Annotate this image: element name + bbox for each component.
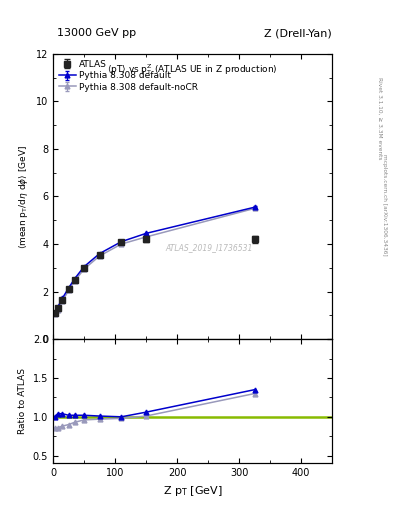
Text: $\langle$pT$\rangle$ vs p$_{\rm T}^{\rm Z}$ (ATLAS UE in Z production): $\langle$pT$\rangle$ vs p$_{\rm T}^{\rm … bbox=[107, 62, 278, 77]
Text: Rivet 3.1.10, ≥ 3.3M events: Rivet 3.1.10, ≥ 3.3M events bbox=[377, 76, 382, 159]
Text: 13000 GeV pp: 13000 GeV pp bbox=[57, 28, 136, 38]
Legend: ATLAS, Pythia 8.308 default, Pythia 8.308 default-noCR: ATLAS, Pythia 8.308 default, Pythia 8.30… bbox=[57, 58, 200, 93]
Y-axis label: $\langle$mean p$_{\rm T}$/d$\eta$ d$\phi\rangle$ [GeV]: $\langle$mean p$_{\rm T}$/d$\eta$ d$\phi… bbox=[17, 144, 30, 248]
Text: Z (Drell-Yan): Z (Drell-Yan) bbox=[264, 28, 331, 38]
Y-axis label: Ratio to ATLAS: Ratio to ATLAS bbox=[18, 368, 27, 434]
X-axis label: Z p$_{\rm T}$ [GeV]: Z p$_{\rm T}$ [GeV] bbox=[163, 484, 222, 498]
Text: mcplots.cern.ch [arXiv:1306.3436]: mcplots.cern.ch [arXiv:1306.3436] bbox=[382, 154, 387, 255]
Text: ATLAS_2019_I1736531: ATLAS_2019_I1736531 bbox=[165, 243, 253, 252]
